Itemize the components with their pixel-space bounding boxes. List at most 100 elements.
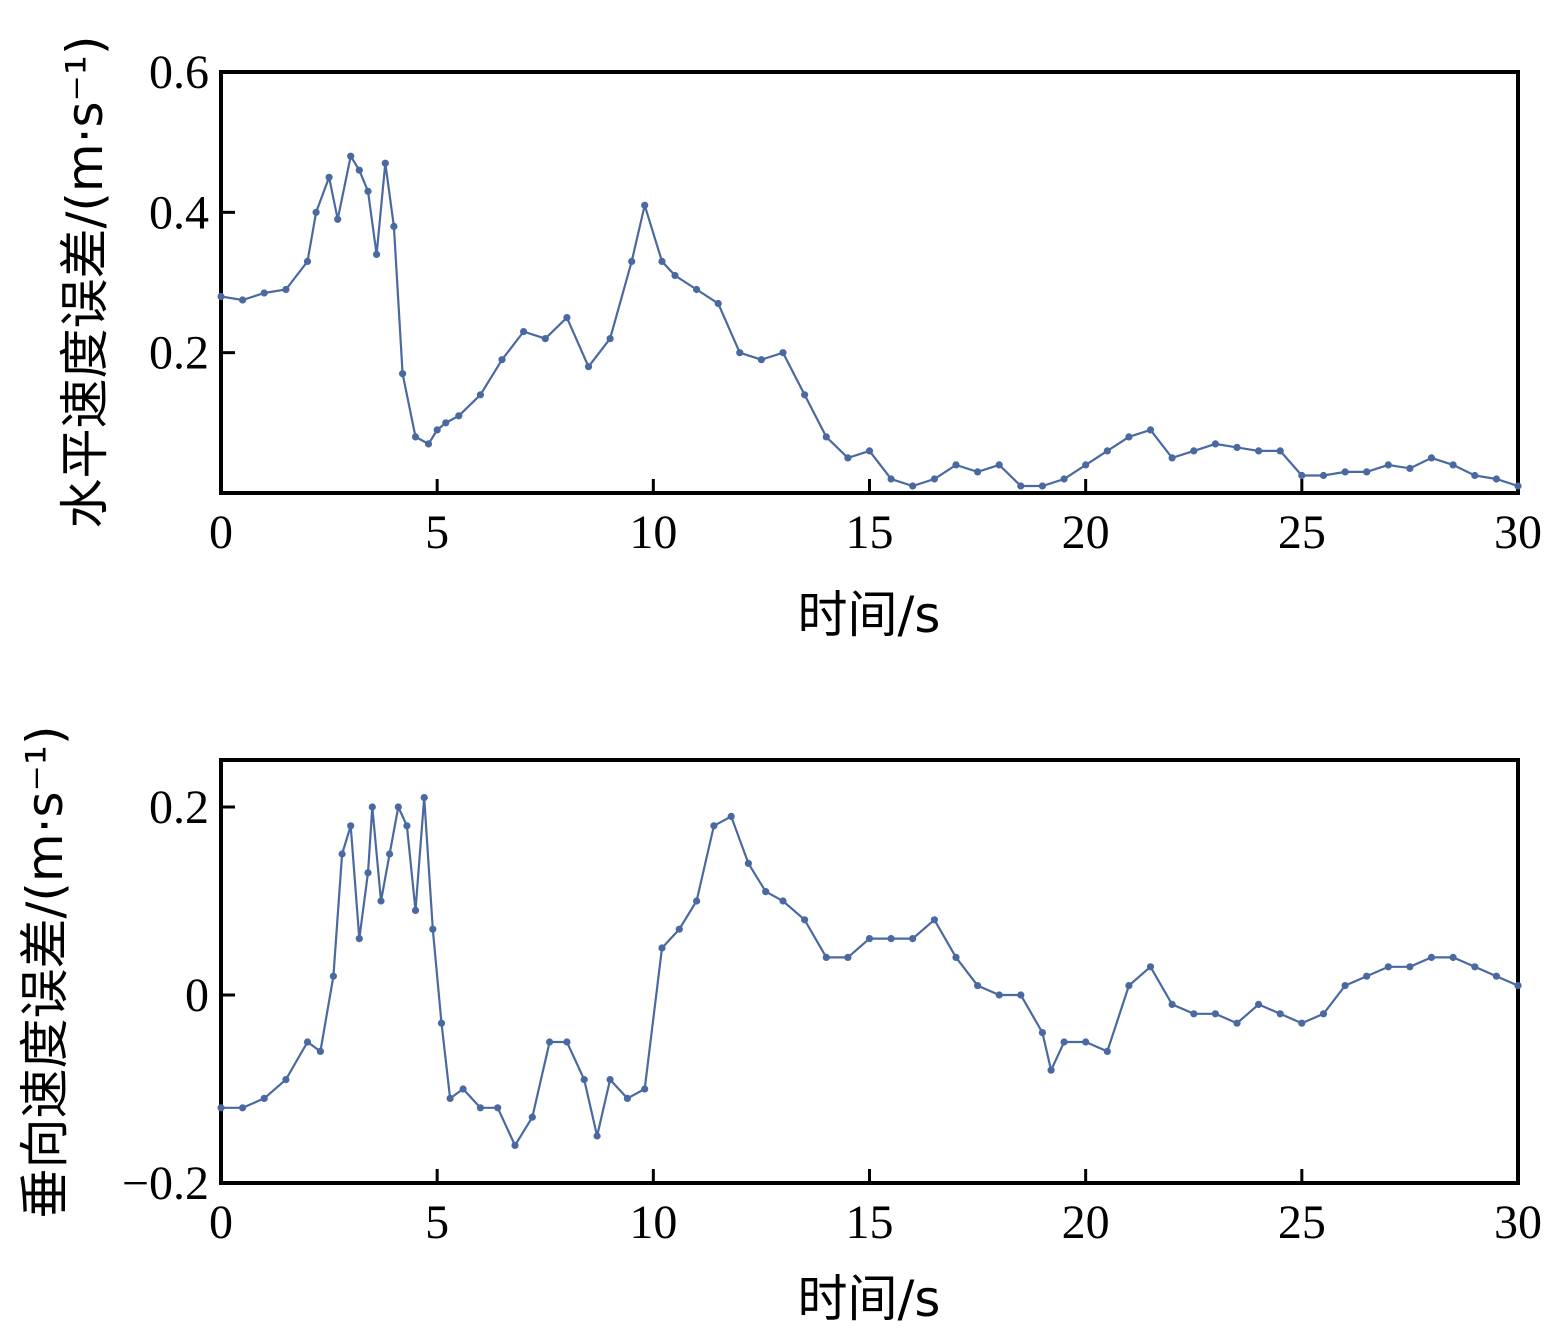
data-point (424, 440, 433, 448)
data-point (1233, 443, 1241, 451)
data-point (303, 257, 312, 265)
x-ticks: 0 5 10 15 20 25 30 (209, 479, 1542, 559)
data-point (1255, 1000, 1263, 1009)
data-point (494, 1104, 502, 1112)
data-point (710, 822, 718, 830)
y-ticks: −0.2 0 0.2 (122, 781, 235, 1210)
data-point (1060, 1038, 1068, 1046)
vertical-velocity-error-chart: 0 5 10 15 20 25 30 −0.200.2 时间/s 垂向速度误差/(m·s⁻¹… (16, 726, 1542, 1328)
data-point (1384, 461, 1392, 469)
data-point (528, 1113, 536, 1121)
y-axis-label: 垂向速度误差/(m·s⁻¹) (16, 726, 74, 1219)
data-point (822, 433, 830, 441)
data-point (1255, 447, 1263, 455)
data-point (675, 925, 683, 933)
data-point (368, 803, 376, 811)
data-point (355, 166, 363, 174)
data-point (364, 869, 372, 877)
x-tick-label: 0 (209, 506, 233, 559)
x-tick-label: 30 (1494, 506, 1542, 559)
data-point (217, 1104, 225, 1112)
data-point (801, 391, 809, 399)
data-point (779, 349, 787, 357)
data-point (411, 433, 420, 441)
x-tick-label: 10 (629, 506, 677, 559)
data-point (593, 1132, 601, 1140)
data-point (628, 257, 636, 265)
y-axis-label: 水平速度误差/(m·s⁻¹) (56, 36, 114, 529)
x-tick-label: 15 (846, 506, 894, 559)
data-point (364, 187, 372, 195)
data-point (909, 935, 917, 943)
data-point (1017, 482, 1025, 490)
data-point (377, 897, 385, 905)
x-tick-label: 20 (1062, 506, 1110, 559)
data-point (1146, 426, 1155, 434)
data-point (455, 412, 463, 420)
data-point (801, 916, 809, 924)
data-point (995, 461, 1003, 469)
data-point (541, 335, 549, 343)
data-point (420, 794, 428, 802)
data-point (779, 897, 787, 905)
data-point (1319, 1010, 1328, 1018)
x-tick-label: 5 (425, 506, 449, 559)
data-point (1190, 1010, 1198, 1018)
data-point (282, 285, 290, 294)
data-point (1384, 963, 1392, 971)
data-point (325, 173, 333, 181)
data-point (1319, 471, 1328, 480)
data-point (303, 1038, 312, 1046)
data-point (260, 1094, 268, 1102)
data-point (1146, 963, 1155, 971)
data-point (1211, 1010, 1219, 1018)
data-point (909, 482, 917, 490)
data-point (757, 356, 766, 364)
data-point (239, 1104, 247, 1112)
y-tick-label: 0 (185, 969, 209, 1022)
data-point (1125, 433, 1133, 441)
data-point (1103, 447, 1111, 455)
data-point (429, 925, 437, 933)
x-tick-label: 25 (1278, 1196, 1326, 1249)
data-point (671, 271, 679, 280)
data-point (381, 159, 389, 167)
data-point (476, 1104, 484, 1112)
data-point (217, 292, 225, 301)
series-line (220, 153, 1519, 488)
data-point (498, 356, 506, 364)
y-tick-label: −0.2 (122, 1157, 209, 1210)
data-point (403, 822, 411, 830)
data-point (329, 972, 337, 980)
data-point (394, 803, 402, 811)
horizontal-velocity-error-chart: 0 5 10 15 20 25 30 0.2 0.4 0.6 时间/s 水平速度误差/(m·s⁻… (56, 36, 1542, 644)
data-point (822, 953, 830, 962)
data-point (658, 944, 666, 952)
data-point (446, 1094, 454, 1102)
data-point (1341, 982, 1349, 990)
data-point (1514, 982, 1522, 990)
data-point (1298, 471, 1306, 480)
data-point (887, 475, 895, 483)
data-point (1125, 982, 1133, 990)
data-point (930, 916, 939, 924)
data-point (623, 1094, 632, 1102)
data-point (437, 1019, 446, 1027)
data-point (411, 906, 420, 915)
data-point (1276, 447, 1284, 455)
x-ticks: 0 5 10 15 20 25 30 (209, 1169, 1542, 1249)
data-point (1492, 475, 1500, 483)
data-point (1038, 482, 1046, 490)
data-point (865, 935, 874, 943)
data-point (282, 1076, 290, 1084)
data-point (433, 426, 441, 434)
data-point (658, 257, 666, 265)
data-point (355, 935, 363, 943)
data-point (1190, 447, 1198, 455)
x-tick-label: 25 (1278, 506, 1326, 559)
data-point (1449, 953, 1457, 962)
data-point (511, 1141, 519, 1149)
data-point (736, 349, 744, 357)
data-point (974, 468, 982, 476)
